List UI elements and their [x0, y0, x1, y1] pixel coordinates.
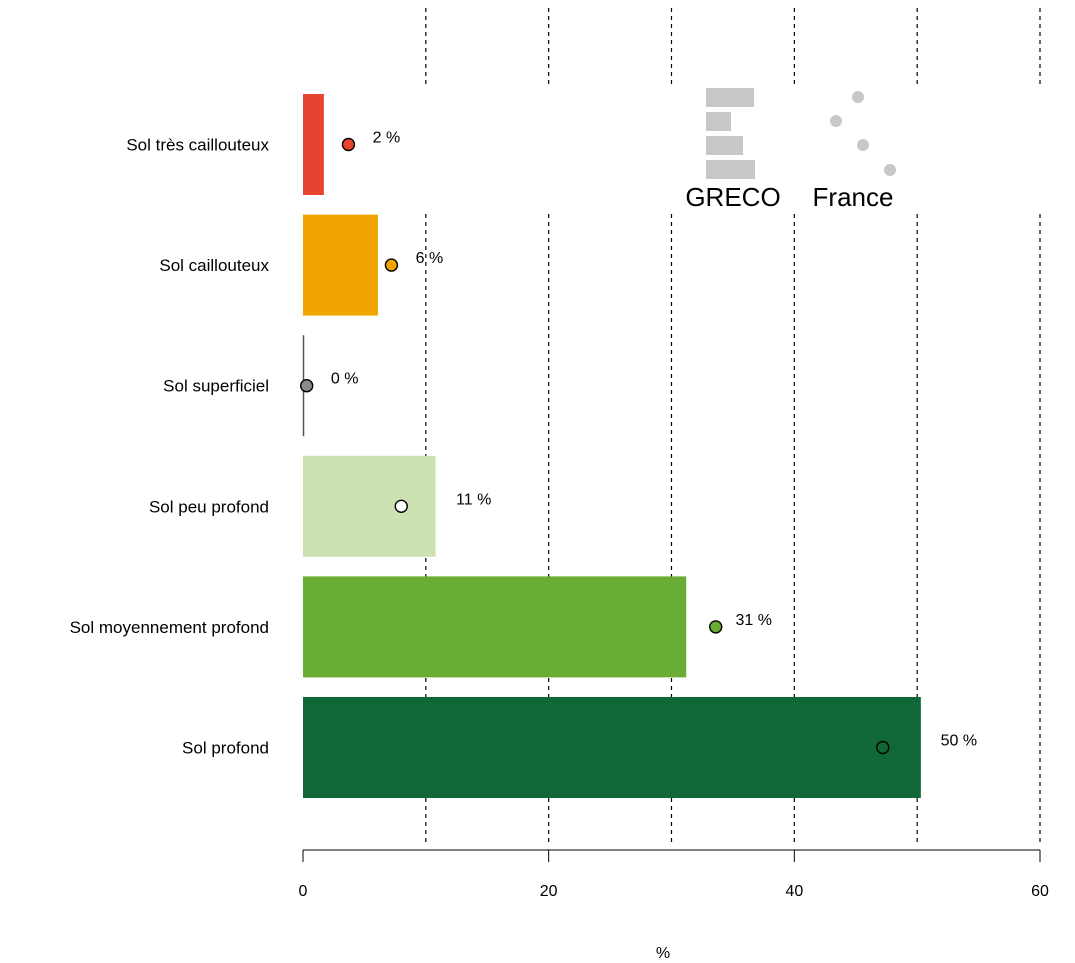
legend-greco-bar-3 [706, 136, 743, 155]
x-tick-label-3: 60 [1031, 883, 1049, 900]
france-point-0 [341, 137, 356, 152]
value-labels: 2 % 6 % 0 % 11 % 31 % 50 % [331, 130, 977, 750]
value-label-5: 50 % [941, 733, 977, 750]
france-points [299, 137, 890, 755]
value-label-3: 11 % [456, 491, 491, 508]
legend-france-dot-4 [884, 164, 896, 176]
bar-5 [303, 697, 921, 798]
legend-france-symbol [830, 91, 896, 176]
legend-france-label: France [813, 182, 894, 212]
bar-0 [303, 94, 324, 195]
category-label-3: Sol peu profond [149, 497, 269, 516]
france-point-3 [394, 499, 408, 513]
value-label-2: 0 % [331, 371, 359, 388]
x-tick-label-0: 0 [299, 883, 308, 900]
x-axis-title: % [656, 945, 670, 962]
france-point-5 [876, 740, 890, 755]
bar-1 [303, 214, 378, 316]
x-axis: 0 20 40 60 [299, 849, 1049, 900]
bar-4 [303, 576, 687, 678]
value-label-0: 2 % [373, 130, 401, 147]
value-label-4: 31 % [735, 612, 771, 629]
bars [302, 94, 921, 798]
category-label-2: Sol superficiel [163, 377, 269, 396]
x-tick-label-2: 40 [785, 883, 803, 900]
category-label-5: Sol profond [182, 739, 269, 758]
legend-greco-bar-4 [706, 160, 755, 179]
legend-greco-symbol [706, 88, 755, 179]
legend-france-dot-2 [830, 115, 842, 127]
x-tick-label-1: 20 [540, 883, 558, 900]
value-label-1: 6 % [416, 250, 444, 267]
legend-greco-label: GRECO [685, 182, 780, 212]
legend-france-dot-3 [857, 139, 869, 151]
france-point-4 [709, 620, 723, 634]
category-label-4: Sol moyennement profond [70, 618, 269, 637]
france-point-1 [384, 258, 399, 272]
legend-greco-bar-1 [706, 88, 754, 107]
legend: GRECO France [685, 88, 896, 212]
france-point-2 [299, 379, 314, 393]
bar-3 [303, 455, 436, 557]
category-labels: Sol très caillouteux Sol caillouteux Sol s… [70, 136, 270, 758]
legend-greco-bar-2 [706, 112, 731, 131]
legend-france-dot-1 [852, 91, 864, 103]
category-label-1: Sol caillouteux [159, 256, 269, 275]
category-label-0: Sol très caillouteux [126, 136, 269, 155]
